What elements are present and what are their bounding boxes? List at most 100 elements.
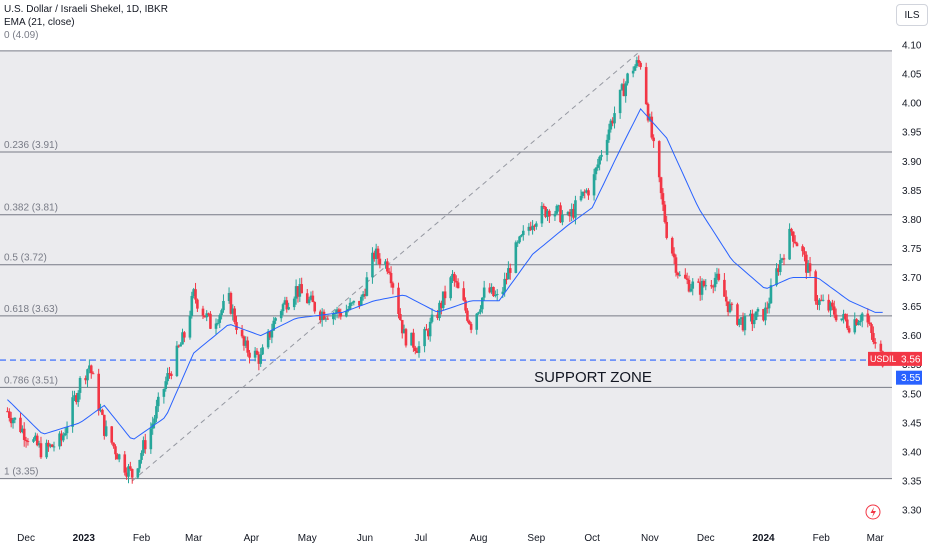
candle-body: [24, 439, 28, 442]
candle-body: [352, 300, 356, 303]
candle-body: [857, 322, 860, 326]
candle-body: [633, 66, 637, 71]
candles-group: [6, 55, 884, 484]
candle-body: [272, 320, 276, 331]
candle-body: [711, 286, 715, 288]
candle-body: [555, 205, 559, 214]
candle-body: [294, 286, 298, 299]
candle-body: [75, 395, 78, 403]
candle-body: [488, 287, 492, 293]
currency-scale-button[interactable]: ILS: [896, 4, 928, 26]
candle-body: [559, 205, 562, 223]
candle-body: [490, 286, 493, 293]
candle-body: [363, 294, 367, 296]
candle-body: [672, 253, 676, 258]
candle-body: [181, 332, 184, 345]
candle-body: [724, 296, 728, 302]
candle-body: [702, 280, 706, 286]
candle-body: [542, 205, 546, 208]
candle-body: [257, 354, 261, 364]
candle-body: [361, 294, 365, 297]
candle-body: [494, 295, 497, 297]
candle-body: [451, 273, 454, 278]
candle-body: [104, 426, 108, 436]
candle-body: [553, 213, 557, 217]
candle-body: [620, 84, 624, 90]
candle-body: [300, 284, 303, 294]
y-tick-label: 3.65: [902, 302, 922, 313]
y-tick-label: 4.05: [902, 70, 922, 81]
candle-body: [84, 377, 87, 381]
candle-body: [110, 426, 114, 443]
candle-body: [754, 311, 758, 320]
candle-body: [637, 60, 641, 63]
candle-body: [475, 313, 479, 330]
candle-body: [253, 350, 257, 358]
x-tick-label: Aug: [470, 533, 488, 544]
candle-body: [689, 288, 693, 292]
candle-body: [402, 329, 406, 334]
candle-body: [255, 350, 259, 355]
candle-body: [613, 113, 616, 124]
ema-value-tag: 3.55: [901, 373, 921, 384]
candle-body: [153, 418, 156, 424]
candle-body: [209, 313, 212, 329]
candle-body: [259, 354, 263, 364]
candle-body: [657, 141, 661, 178]
candle-body: [806, 263, 810, 273]
candle-body: [846, 319, 849, 329]
y-tick-label: 4.00: [902, 99, 922, 110]
candle-body: [665, 221, 668, 238]
candle-body: [244, 340, 248, 346]
candle-body: [412, 332, 415, 348]
candle-body: [762, 308, 765, 321]
x-tick-label: Mar: [185, 533, 203, 544]
x-tick-label: Nov: [641, 533, 659, 544]
candle-body: [91, 373, 95, 375]
candle-body: [879, 343, 883, 352]
y-tick-label: 3.45: [902, 418, 922, 429]
fib-top-label: 0 (4.09): [4, 30, 39, 41]
candle-body: [581, 191, 585, 196]
y-tick-label: 3.30: [902, 506, 922, 517]
candle-body: [730, 303, 734, 305]
candle-body: [737, 318, 741, 325]
candle-body: [661, 193, 665, 205]
fib-band: [0, 50, 892, 152]
candle-body: [222, 300, 225, 311]
candle-body: [376, 248, 380, 259]
candle-body: [58, 433, 61, 447]
candle-body: [454, 281, 458, 283]
candle-body: [561, 214, 564, 223]
candle-body: [678, 274, 682, 276]
candle-body: [749, 313, 752, 316]
candle-body: [467, 320, 471, 324]
candle-body: [622, 84, 626, 97]
candle-body: [814, 271, 817, 302]
candle-body: [594, 167, 598, 175]
y-tick-label: 3.60: [902, 331, 922, 342]
candle-body: [795, 243, 799, 247]
candle-body: [129, 466, 132, 470]
candle-body: [518, 236, 521, 243]
candle-body: [168, 373, 171, 375]
x-tick-label: Sep: [527, 533, 545, 544]
candle-body: [600, 154, 603, 157]
candle-body: [743, 315, 747, 331]
candle-body: [162, 388, 166, 397]
fib-level-label: 0.5 (3.72): [4, 253, 47, 264]
candle-body: [47, 442, 50, 447]
candle-body: [456, 282, 460, 289]
candle-body: [683, 274, 687, 279]
candle-body: [9, 417, 13, 424]
candle-body: [130, 469, 134, 478]
candle-body: [751, 313, 754, 325]
candle-body: [389, 273, 393, 284]
candle-body: [832, 306, 836, 315]
candle-body: [233, 308, 236, 323]
candle-body: [88, 365, 91, 370]
candle-body: [481, 297, 484, 310]
candle-body: [279, 311, 283, 319]
x-tick-label: 2023: [73, 533, 96, 544]
